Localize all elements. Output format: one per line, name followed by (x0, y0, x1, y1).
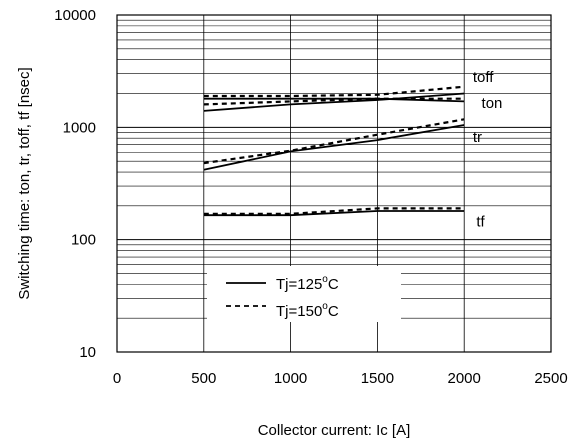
x-tick-labels: 0 500 1000 1500 2000 2500 (113, 370, 568, 387)
x-tick-label: 2000 (448, 370, 481, 387)
series-label-tf: tf (476, 214, 485, 231)
series-line-tr-solid (203, 124, 465, 171)
series-line-tf-dashed (203, 207, 465, 215)
x-tick-label: 0 (113, 370, 121, 387)
legend-box (207, 266, 401, 322)
legend-entry-150-unit: C (328, 303, 339, 320)
y-tick-label: 10 (79, 344, 96, 361)
legend-entry-150-degree: o (322, 301, 328, 312)
y-tick-label: 100 (71, 232, 96, 249)
x-tick-label: 1000 (274, 370, 307, 387)
y-tick-labels: 10 100 1000 10000 (54, 7, 96, 361)
x-axis-label: Collector current: Ic [A] (258, 422, 411, 439)
series-label-toff: toff (473, 69, 494, 86)
series-label-ton: ton (482, 95, 503, 112)
series-line-tf-solid (203, 210, 465, 217)
series-line-ton-solid (203, 92, 465, 112)
legend: Tj=125oC Tj=150oC (207, 266, 401, 322)
legend-entry-125: Tj=125oC (276, 274, 339, 293)
series-line-tr-dashed (203, 118, 465, 165)
y-tick-label: 10000 (54, 7, 96, 24)
series-lines (203, 85, 465, 217)
x-tick-label: 500 (191, 370, 216, 387)
series-line-toff-dashed (203, 85, 465, 98)
x-tick-label: 1500 (361, 370, 394, 387)
legend-entry-125-degree: o (322, 274, 328, 285)
series-label-tr: tr (473, 129, 482, 146)
y-axis-label: Switching time: ton, tr, toff, tf [nsec] (16, 67, 33, 299)
x-tick-label: 2500 (534, 370, 567, 387)
legend-entry-150: Tj=150oC (276, 301, 339, 320)
grid (117, 15, 551, 352)
legend-entry-125-value: Tj=125 (276, 276, 322, 293)
legend-entry-150-value: Tj=150 (276, 303, 322, 320)
series-line-ton-dashed (203, 97, 465, 106)
plot-frame (116, 14, 552, 353)
y-tick-label: 1000 (63, 119, 96, 136)
legend-entry-125-unit: C (328, 276, 339, 293)
series-line-toff-solid (203, 97, 465, 103)
